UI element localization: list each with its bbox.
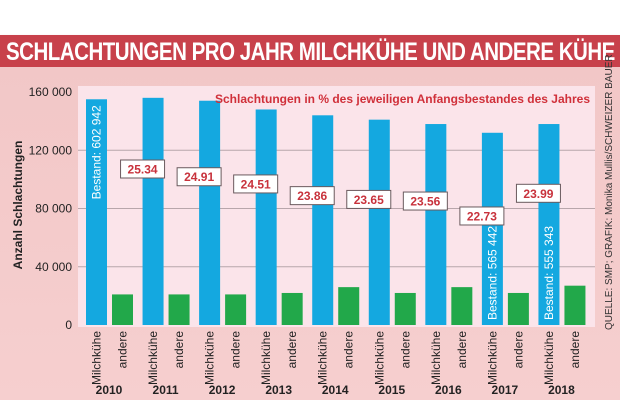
percent-box xyxy=(402,191,448,211)
title-bar: SCHLACHTUNGEN PRO JAHR MILCHKÜHE UND AND… xyxy=(0,35,620,67)
x-year-label: 2010 xyxy=(96,383,123,397)
source-credit: QUELLE: SMP; GRAFIK: Monika Mullis/SCHWE… xyxy=(604,54,615,330)
percent-box xyxy=(289,186,335,206)
bar-milchkuehe-2018 xyxy=(538,124,560,325)
bar-milchkuehe-2016 xyxy=(425,124,447,325)
y-tick-label: 160 000 xyxy=(29,85,73,99)
x-sublabel-andere: andere xyxy=(342,331,356,369)
percent-box xyxy=(346,189,392,209)
y-tick-label: 120 000 xyxy=(29,143,73,157)
x-sublabel-andere: andere xyxy=(455,331,469,369)
x-year-label: 2015 xyxy=(378,383,405,397)
chart-subtitle: Schlachtungen in % des jeweiligen Anfang… xyxy=(215,92,590,106)
bar-andere-2011 xyxy=(168,294,190,325)
x-sublabel-milchkuehe: Milchkühe xyxy=(485,331,499,385)
percent-label: 25.34 xyxy=(128,163,158,177)
percent-label: 24.91 xyxy=(184,170,214,184)
x-year-label: 2016 xyxy=(435,383,462,397)
percent-label: 22.73 xyxy=(467,209,497,223)
bar-andere-2013 xyxy=(281,292,303,325)
x-sublabel-andere: andere xyxy=(398,331,412,369)
bar-milchkuehe-2011 xyxy=(142,97,164,325)
x-sublabel-andere: andere xyxy=(285,331,299,369)
x-sublabel-milchkuehe: Milchkühe xyxy=(542,331,556,385)
bestand-annotation: Bestand: 555 343 xyxy=(542,226,556,320)
bar-milchkuehe-2017 xyxy=(481,132,503,325)
percent-box xyxy=(515,183,561,203)
x-year-label: 2014 xyxy=(322,383,349,397)
percent-label: 23.86 xyxy=(297,189,327,203)
x-year-label: 2011 xyxy=(153,383,179,397)
x-sublabel-milchkuehe: Milchkühe xyxy=(146,331,160,385)
x-year-label: 2017 xyxy=(492,383,519,397)
percent-label: 23.65 xyxy=(354,193,384,207)
percent-box xyxy=(120,159,166,179)
y-tick-label: 80 000 xyxy=(35,202,72,216)
x-year-label: 2018 xyxy=(548,383,575,397)
x-sublabel-andere: andere xyxy=(511,331,525,369)
bestand-annotation: Bestand: 565 442 xyxy=(485,226,499,320)
x-sublabel-milchkuehe: Milchkühe xyxy=(316,331,330,385)
percent-box xyxy=(176,167,222,187)
bar-andere-2015 xyxy=(394,292,416,325)
percent-box xyxy=(233,174,279,194)
percent-box xyxy=(459,206,505,226)
x-sublabel-andere: andere xyxy=(229,331,243,369)
bar-milchkuehe-2015 xyxy=(368,119,390,325)
bar-milchkuehe-2012 xyxy=(199,100,221,325)
x-sublabel-andere: andere xyxy=(116,331,130,369)
x-sublabel-andere: andere xyxy=(568,331,582,369)
percent-label: 23.56 xyxy=(410,195,440,209)
y-axis-label: Anzahl Schlachtungen xyxy=(11,141,25,270)
x-sublabel-milchkuehe: Milchkühe xyxy=(203,331,217,385)
x-sublabel-milchkuehe: Milchkühe xyxy=(429,331,443,385)
chart-title: SCHLACHTUNGEN PRO JAHR MILCHKÜHE UND AND… xyxy=(6,38,615,66)
bar-milchkuehe-2013 xyxy=(255,109,277,325)
x-year-label: 2013 xyxy=(265,383,292,397)
x-sublabel-milchkuehe: Milchkühe xyxy=(372,331,386,385)
x-sublabel-milchkuehe: Milchkühe xyxy=(259,331,273,385)
bar-milchkuehe-2014 xyxy=(312,115,334,325)
plot-area xyxy=(78,86,595,327)
bar-andere-2018 xyxy=(564,285,586,325)
x-year-label: 2012 xyxy=(209,383,236,397)
bar-andere-2012 xyxy=(225,294,247,325)
y-tick-label: 40 000 xyxy=(35,260,72,274)
y-tick-label: 0 xyxy=(65,318,72,332)
bar-andere-2017 xyxy=(507,292,529,325)
percent-label: 24.51 xyxy=(241,177,271,191)
x-sublabel-milchkuehe: Milchkühe xyxy=(90,331,104,385)
bestand-annotation: Bestand: 602 942 xyxy=(90,105,104,199)
bar-milchkuehe-2010 xyxy=(86,99,107,325)
bar-andere-2014 xyxy=(338,287,360,325)
percent-label: 23.99 xyxy=(523,187,553,201)
x-sublabel-andere: andere xyxy=(172,331,186,369)
bar-andere-2016 xyxy=(451,287,473,325)
bar-andere-2010 xyxy=(112,294,133,325)
